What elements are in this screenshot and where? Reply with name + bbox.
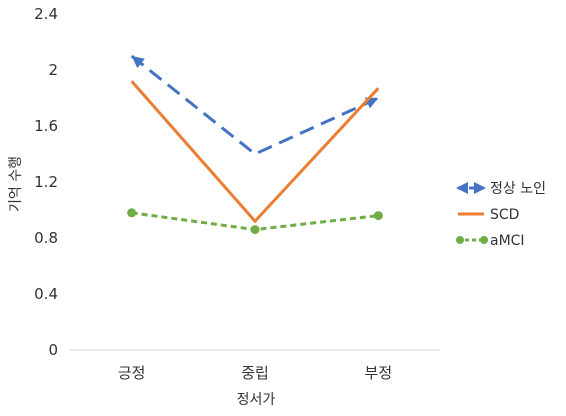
x-tick-label: 중립 bbox=[241, 364, 269, 382]
series-1 bbox=[130, 54, 379, 156]
series-layer bbox=[127, 54, 383, 235]
y-tick-label: 0 bbox=[48, 341, 58, 359]
legend-label: SCD bbox=[490, 207, 519, 223]
data-point bbox=[250, 225, 260, 235]
series-line bbox=[130, 80, 380, 224]
y-tick-label: 1.2 bbox=[34, 173, 58, 191]
x-tick-label: 부정 bbox=[365, 364, 393, 382]
series-3 bbox=[127, 208, 383, 235]
legend-item: SCD bbox=[458, 207, 519, 223]
data-point bbox=[373, 211, 383, 221]
legend: 정상 노인 SCD aMCI bbox=[456, 181, 546, 249]
legend-item: aMCI bbox=[456, 233, 525, 249]
series-2 bbox=[130, 80, 380, 224]
legend-label: aMCI bbox=[490, 233, 525, 249]
legend-label: 정상 노인 bbox=[490, 181, 546, 197]
legend-arrow-start bbox=[456, 182, 468, 194]
y-axis-title: 기억 수행 bbox=[8, 156, 24, 212]
x-tick-label: 긍정 bbox=[118, 364, 146, 382]
y-tick-label: 2.4 bbox=[34, 5, 58, 23]
y-tick-label: 2 bbox=[48, 61, 58, 79]
series-line bbox=[130, 54, 379, 156]
y-tick-label: 1.6 bbox=[34, 117, 58, 135]
data-point bbox=[127, 208, 137, 218]
legend-item: 정상 노인 bbox=[456, 181, 546, 197]
legend-arrow-end bbox=[474, 182, 486, 194]
y-tick-label: 0.4 bbox=[34, 285, 58, 303]
legend-marker bbox=[480, 236, 488, 244]
labels-layer: 정서가 기억 수행 0 0.4 0.8 1.2 1.6 2 2.4 긍정 중립 부정 bbox=[8, 5, 392, 408]
x-axis-title: 정서가 bbox=[237, 392, 276, 408]
legend-marker bbox=[456, 236, 464, 244]
y-tick-label: 0.8 bbox=[34, 229, 58, 247]
arrow-head-start bbox=[131, 56, 145, 69]
